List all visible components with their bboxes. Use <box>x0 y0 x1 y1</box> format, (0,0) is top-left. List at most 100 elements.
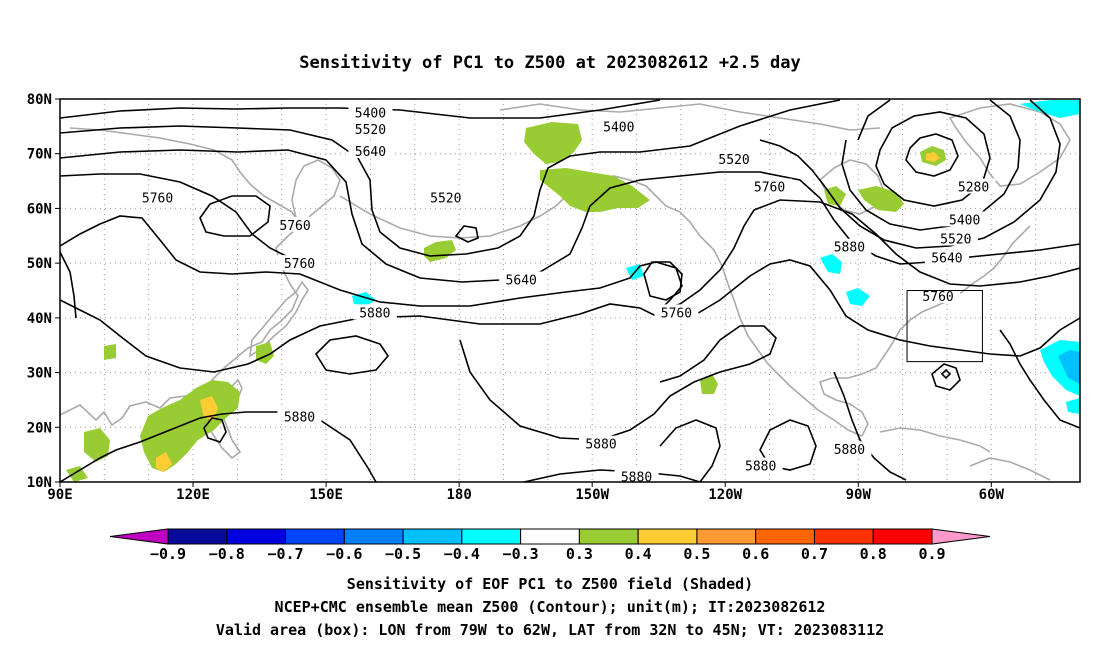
lat-tick-label: 40N <box>27 311 52 327</box>
colorbar-segment <box>872 528 933 545</box>
contour-label: 5760 <box>754 181 785 196</box>
contour-label-bg <box>924 249 969 265</box>
colorbar-segment <box>696 528 757 545</box>
latitude-labels: 80N 70N 60N 50N 40N 30N 20N 10N <box>27 92 60 491</box>
contour-5880-loop-west-pacific <box>314 335 390 375</box>
caption-line-3: Valid area (box): LON from 79W to 62W, L… <box>216 621 884 639</box>
contour-label-bg <box>348 104 393 120</box>
map-frame <box>59 98 1081 483</box>
colorbar-tick-label: 0.8 <box>860 545 887 563</box>
contour-label: 5640 <box>355 145 386 160</box>
contour-5880-southwest <box>523 469 701 482</box>
valid-area-box <box>906 290 983 363</box>
contour-5520-greenland <box>857 99 891 141</box>
contour-label-bg <box>596 118 641 134</box>
colorbar-segment <box>637 528 698 545</box>
sensitivity-shading <box>66 100 1080 482</box>
lon-tick-label: 90E <box>47 487 72 503</box>
colorbar-tick-label: −0.8 <box>209 545 245 563</box>
shade-green-south-china-sea <box>140 380 240 472</box>
contour-label: 5760 <box>661 306 692 321</box>
contour-label-bg <box>135 189 180 205</box>
contour-label: 5880 <box>585 438 616 453</box>
shade-blue-east-atlantic <box>1058 350 1080 384</box>
lon-tick-label: 150W <box>575 487 609 503</box>
shade-cyan-atlantic <box>846 288 870 306</box>
colorbar-segment <box>285 528 345 545</box>
contour-5880-south-central <box>659 419 721 482</box>
contour-label: 5880 <box>359 306 390 321</box>
contour-label-bg <box>827 238 872 254</box>
contour-label-bg <box>277 408 322 424</box>
shade-cyan-gulf <box>820 254 842 274</box>
contour-label: 5760 <box>922 290 953 305</box>
coastline-greenland <box>948 103 1071 187</box>
contour-label: 5520 <box>940 233 971 248</box>
colorbar-labels: −0.9 −0.8 −0.7 −0.6 −0.5 −0.4 −0.3 0.3 0.4 0.5 0.6… <box>150 545 946 563</box>
lon-tick-label: 120E <box>176 487 210 503</box>
contour-label: 5520 <box>355 123 386 138</box>
colorbar-segment <box>343 528 404 545</box>
coastline-caribbean <box>879 427 991 453</box>
contour-5880-gulf-southeast <box>833 371 907 481</box>
lat-tick-label: 60N <box>27 201 52 217</box>
shade-cyan-atlantic-south <box>1066 398 1080 414</box>
contour-label-bg <box>277 255 322 271</box>
contour-label: 5760 <box>279 219 310 234</box>
shade-green-china <box>104 344 116 360</box>
contour-label: 5880 <box>834 443 865 458</box>
map-panel: 5400552056405760576057605880588054005520… <box>27 92 1081 503</box>
contour-5400-greenland <box>875 111 991 207</box>
contour-label-bg <box>579 435 624 451</box>
shade-yellow-south-china-sea <box>156 452 172 472</box>
lat-tick-label: 50N <box>27 256 52 272</box>
contour-label: 5400 <box>603 120 634 135</box>
colorbar-tick-label: 0.6 <box>742 545 769 563</box>
contour-label-bg <box>738 457 783 473</box>
lon-tick-label: 180 <box>446 487 471 503</box>
contour-label-bg <box>827 441 872 457</box>
shade-yellow-philippines <box>200 396 218 420</box>
colorbar-tick-label: 0.9 <box>918 545 945 563</box>
lat-tick-label: 80N <box>27 92 52 108</box>
contour-5280 <box>905 133 959 177</box>
contour-5880-small-loop-west <box>203 417 227 443</box>
colorbar-tick-label: −0.5 <box>385 545 421 563</box>
contour-label: 5640 <box>931 252 962 267</box>
contour-label-bg <box>933 230 978 246</box>
contour-5880-atlantic-small <box>931 363 961 391</box>
contour-label: 5400 <box>355 107 386 122</box>
contour-label: 5400 <box>949 213 980 228</box>
colorbar-segment <box>755 528 815 545</box>
contour-5760-loop-west <box>199 195 271 237</box>
contour-label: 5880 <box>284 410 315 425</box>
lon-tick-label: 150E <box>309 487 343 503</box>
z500-contours <box>60 99 1080 482</box>
colorbar-segment <box>520 528 580 545</box>
colorbar-tick-label: 0.3 <box>566 545 593 563</box>
colorbar-segment <box>461 528 522 545</box>
lat-tick-label: 70N <box>27 147 52 163</box>
colorbar-tick-label: −0.6 <box>326 545 362 563</box>
colorbar-segment <box>226 528 287 545</box>
contour-5640-greenland-east <box>759 99 1061 249</box>
contour-label-bg <box>654 304 699 320</box>
colorbar-arrow-high <box>931 528 991 545</box>
contour-label-bg <box>712 151 757 167</box>
coastline-south-america <box>969 457 1051 481</box>
lat-tick-label: 20N <box>27 420 52 436</box>
contour-label: 5880 <box>621 471 652 486</box>
shade-green-pacific-east <box>700 374 718 394</box>
contour-label-bg <box>423 189 468 205</box>
contour-label-bg <box>348 121 393 137</box>
contour-label-bg <box>614 468 659 484</box>
shade-green-alaska-south <box>540 168 650 212</box>
shade-green-far-west <box>66 466 88 482</box>
colorbar-tick-label: 0.5 <box>683 545 710 563</box>
contour-5520-west <box>60 99 841 257</box>
contour-label: 5280 <box>958 181 989 196</box>
lon-tick-label: 90W <box>846 487 872 503</box>
colorbar-tick-label: 0.7 <box>801 545 828 563</box>
